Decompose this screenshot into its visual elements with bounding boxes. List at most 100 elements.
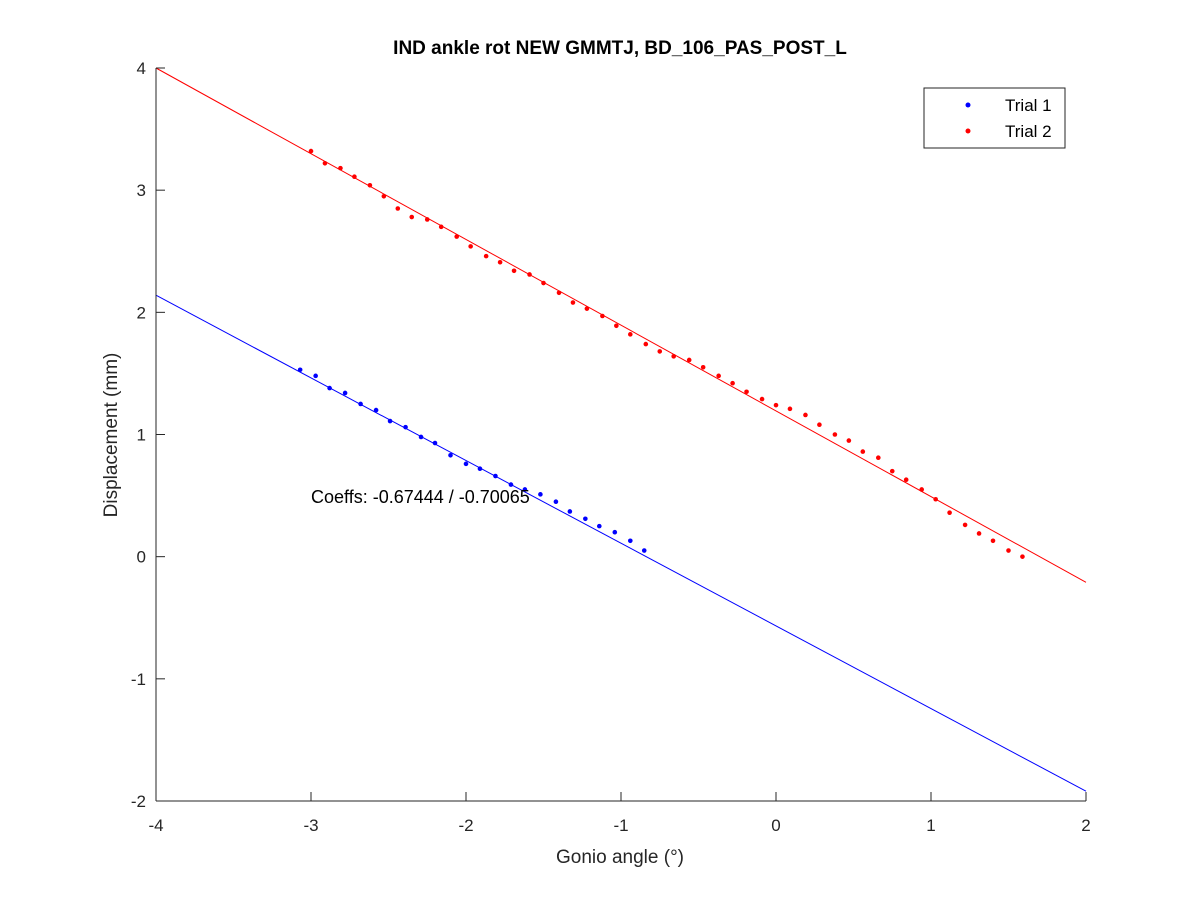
data-point-trial-2 <box>584 306 590 311</box>
data-point-trial-1 <box>508 482 514 487</box>
data-point-trial-1 <box>628 538 633 544</box>
data-point-trial-2 <box>976 531 982 536</box>
data-point-trial-2 <box>903 477 909 483</box>
data-point-trial-2 <box>846 438 852 443</box>
x-tick-label: -2 <box>458 816 473 835</box>
y-tick-label: 2 <box>137 303 146 322</box>
data-point-trial-1 <box>432 440 438 446</box>
data-point-trial-2 <box>657 349 663 354</box>
x-tick-label: -3 <box>303 816 318 835</box>
y-tick-label: -1 <box>131 670 146 689</box>
data-point-trial-2 <box>803 412 808 418</box>
data-point-trial-2 <box>454 234 460 239</box>
data-point-trial-2 <box>570 300 576 305</box>
data-point-trial-1 <box>387 418 393 424</box>
series-trial-2 <box>308 148 1025 559</box>
data-point-trial-1 <box>493 473 498 479</box>
data-point-trial-1 <box>567 509 573 514</box>
x-tick-label: -4 <box>148 816 163 835</box>
data-point-trial-1 <box>597 523 602 529</box>
data-point-trial-1 <box>358 401 363 407</box>
data-point-trial-1 <box>522 487 528 492</box>
coefficients-annotation: Coeffs: -0.67444 / -0.70065 <box>311 487 530 507</box>
data-point-trial-1 <box>477 466 483 472</box>
data-point-trial-1 <box>538 492 543 497</box>
x-tick-label: 0 <box>771 816 780 835</box>
data-point-trial-1 <box>327 385 332 391</box>
plot-area <box>156 68 1086 801</box>
x-tick-label: 2 <box>1081 816 1090 835</box>
x-ticks: -4 -3 -2 -1 0 1 2 <box>148 792 1091 835</box>
data-point-trial-2 <box>962 522 968 528</box>
data-point-trial-2 <box>832 432 838 437</box>
data-point-trial-1 <box>403 424 408 430</box>
data-point-trial-2 <box>308 148 314 154</box>
data-point-trial-1 <box>463 461 469 467</box>
y-tick-label: 1 <box>137 426 146 445</box>
data-point-trial-1 <box>373 407 379 413</box>
legend-box <box>923 87 1066 149</box>
data-point-trial-2 <box>628 332 633 337</box>
legend-marker-trial-2 <box>965 128 971 134</box>
data-point-trial-2 <box>338 165 343 171</box>
data-point-trial-1 <box>583 516 588 522</box>
data-point-trial-2 <box>919 487 924 492</box>
data-point-trial-2 <box>889 468 895 474</box>
fit-line-trial-2 <box>155 67 1087 583</box>
data-point-trial-2 <box>773 402 779 408</box>
data-point-trial-2 <box>527 272 532 277</box>
data-point-trial-2 <box>1006 548 1011 553</box>
data-point-trial-2 <box>817 422 822 428</box>
data-point-trial-2 <box>322 160 328 166</box>
data-point-trial-2 <box>438 224 444 230</box>
data-point-trial-2 <box>990 538 996 544</box>
y-ticks: -2 -1 0 1 2 3 4 <box>131 59 165 811</box>
y-tick-label: 3 <box>137 181 146 200</box>
data-point-trial-1 <box>612 529 618 535</box>
data-point-trial-1 <box>297 367 303 373</box>
data-point-trial-2 <box>759 396 765 402</box>
legend-label-trial-2: Trial 2 <box>1005 122 1052 141</box>
data-point-trial-2 <box>643 341 649 347</box>
data-point-trial-2 <box>933 496 938 502</box>
data-point-trial-2 <box>947 510 952 515</box>
x-axis-label: Gonio angle (°) <box>556 847 684 868</box>
data-point-trial-2 <box>409 214 415 220</box>
data-point-trial-2 <box>483 253 489 259</box>
data-point-trial-2 <box>700 365 706 370</box>
data-point-trial-1 <box>313 373 318 379</box>
data-point-trial-2 <box>1020 554 1025 559</box>
legend-marker-trial-1 <box>965 102 971 108</box>
legend: Trial 1 Trial 2 <box>923 87 1066 149</box>
data-point-trial-2 <box>671 354 676 359</box>
data-point-trial-2 <box>686 357 692 363</box>
data-point-trial-2 <box>556 290 562 296</box>
data-point-trial-1 <box>418 434 424 440</box>
chart-title: IND ankle rot NEW GMMTJ, BD_106_PAS_POST… <box>393 38 847 59</box>
data-point-trial-1 <box>553 499 559 504</box>
fit-line-trial-1 <box>155 294 1087 792</box>
data-point-trial-2 <box>381 193 387 199</box>
data-point-trial-2 <box>511 268 517 274</box>
data-point-trial-2 <box>352 174 357 180</box>
y-tick-label: 0 <box>137 548 146 567</box>
data-point-trial-2 <box>614 323 619 329</box>
data-point-trial-2 <box>468 244 473 249</box>
data-point-trial-2 <box>497 259 503 265</box>
data-point-trial-2 <box>600 313 605 319</box>
data-point-trial-2 <box>395 206 401 211</box>
data-point-trial-1 <box>641 548 647 553</box>
x-tick-label: -1 <box>613 816 628 835</box>
data-point-trial-2 <box>860 449 866 454</box>
legend-label-trial-1: Trial 1 <box>1005 96 1052 115</box>
fit-lines <box>155 67 1087 792</box>
x-tick-label: 1 <box>926 816 935 835</box>
data-point-trial-1 <box>448 452 453 458</box>
data-point-trial-2 <box>716 373 721 379</box>
data-point-trial-2 <box>424 217 430 222</box>
data-point-trial-2 <box>744 389 749 395</box>
y-tick-label: -2 <box>131 792 146 811</box>
y-tick-label: 4 <box>137 59 146 78</box>
data-point-trial-2 <box>787 406 793 412</box>
